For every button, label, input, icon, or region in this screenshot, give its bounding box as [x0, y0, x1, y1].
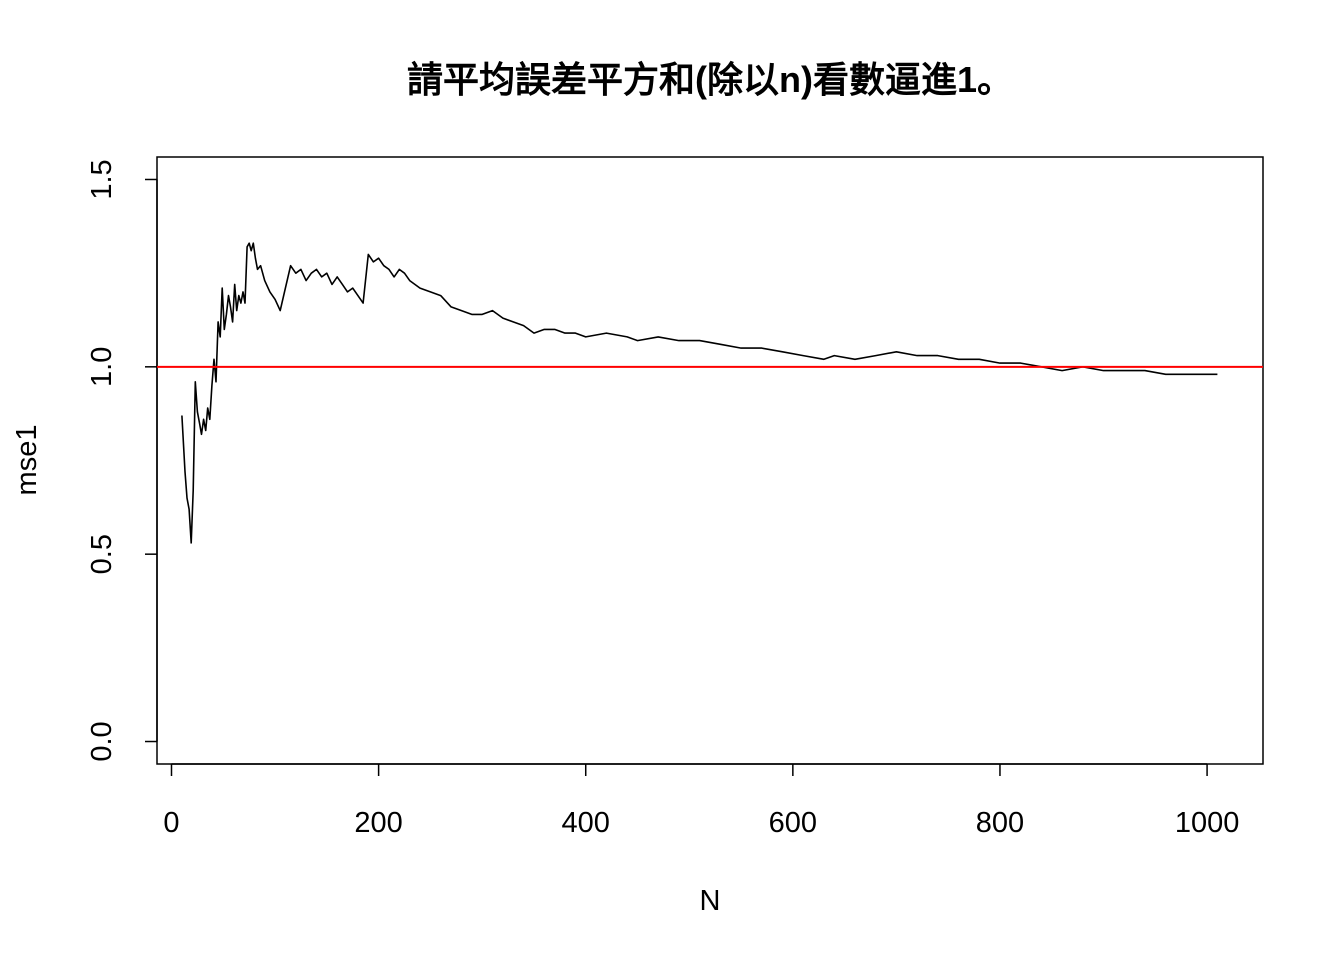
x-tick-label: 0: [163, 807, 179, 839]
x-tick-label: 800: [976, 807, 1024, 839]
chart-title: 請平均誤差平方和(除以n)看數逼進1。: [407, 59, 1013, 100]
x-axis-label: N: [700, 885, 721, 917]
x-tick-label: 200: [354, 807, 402, 839]
x-tick-label: 600: [769, 807, 817, 839]
y-tick-label: 1.5: [86, 159, 118, 199]
y-tick-label: 1.0: [86, 347, 118, 387]
series-layer: [181, 242, 1218, 544]
y-axis-label: mse1: [11, 425, 43, 496]
y-tick-label: 0.5: [86, 534, 118, 574]
x-tick-label: 400: [562, 807, 610, 839]
y-tick-label: 0.0: [86, 721, 118, 761]
x-tick-label: 1000: [1175, 807, 1240, 839]
y-axis: 0.0 0.5 1.0 1.5: [86, 159, 158, 762]
series-line: [181, 242, 1218, 544]
x-axis: 0 200 400 600 800 1000: [163, 763, 1240, 839]
plot-frame: [156, 156, 1264, 765]
